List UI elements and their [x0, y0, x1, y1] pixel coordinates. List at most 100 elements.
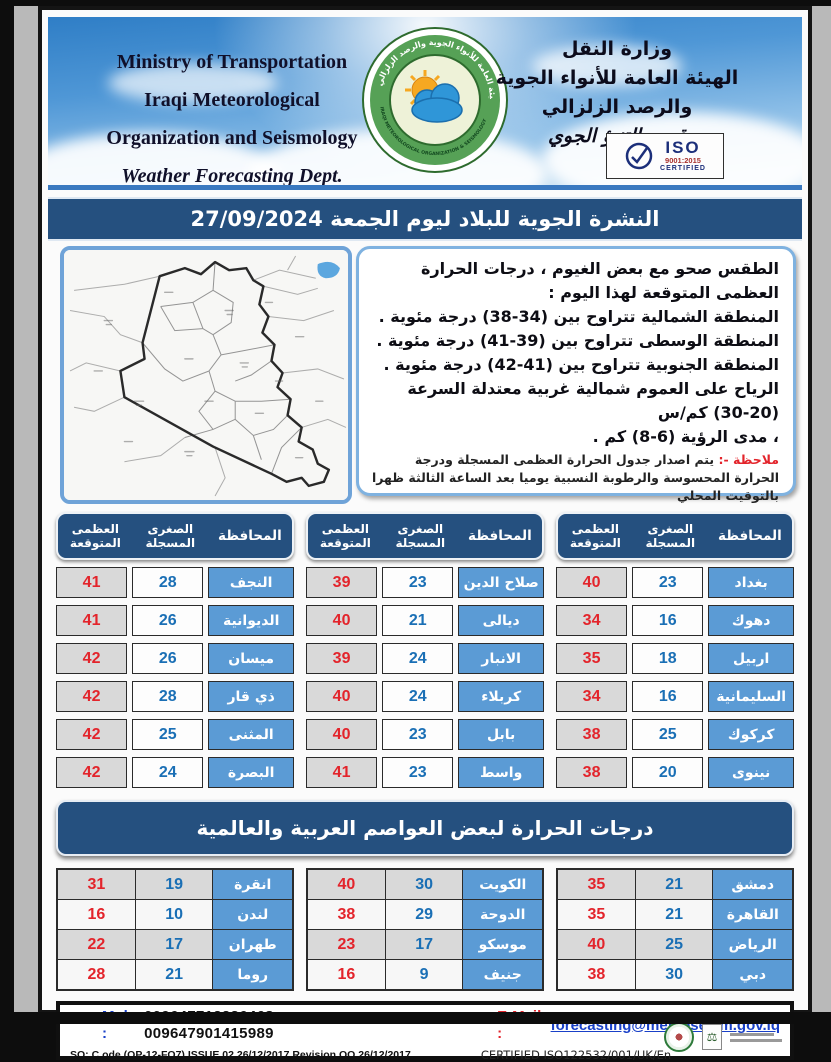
- forecast-section: الطقس صحو مع بعض الغيوم ، درجات الحرارة …: [52, 246, 798, 504]
- iso-standard: 9001:2015: [665, 157, 701, 165]
- capital-name: الكويت: [462, 870, 542, 899]
- max-temp: 41: [56, 567, 127, 598]
- max-temp: 41: [306, 757, 377, 788]
- min-temp: 24: [382, 681, 453, 712]
- governorate-name: المثنى: [208, 719, 294, 750]
- min-temp: 19: [135, 870, 213, 899]
- max-temp: 34: [556, 681, 627, 712]
- bulletin-title: النشرة الجوية للبلاد ليوم الجمعة 27/09/2…: [191, 207, 660, 231]
- min-temp: 21: [135, 960, 213, 989]
- governorate-name: صلاح الدين: [458, 567, 544, 598]
- max-temp: 35: [558, 870, 635, 899]
- min-temp: 20: [632, 757, 703, 788]
- capital-name: القاهرة: [712, 900, 792, 929]
- capital-name: لندن: [212, 900, 292, 929]
- capital-name: دبي: [712, 960, 792, 989]
- governorate-name: واسط: [458, 757, 544, 788]
- forecast-line: المنطقة الشمالية تتراوح بين (34-38) درجة…: [369, 305, 779, 329]
- forecast-line: المنطقة الوسطى تتراوح بين (39-41) درجة م…: [369, 329, 779, 353]
- governorate-name: نينوى: [708, 757, 794, 788]
- max-temp: 35: [556, 643, 627, 674]
- max-temp: 16: [308, 960, 385, 989]
- org-line-2: Organization and Seismology: [72, 119, 392, 157]
- capital-name: موسكو: [462, 930, 542, 959]
- iso-check-icon: [624, 141, 654, 171]
- col-governorate: المحافظة: [208, 528, 292, 544]
- max-temp: 40: [306, 605, 377, 636]
- ministry-line: Ministry of Transportation: [72, 43, 392, 81]
- forecast-text-box: الطقس صحو مع بعض الغيوم ، درجات الحرارة …: [356, 246, 796, 496]
- min-temp: 23: [382, 567, 453, 598]
- max-temp: 38: [308, 900, 385, 929]
- min-temp: 30: [385, 870, 463, 899]
- max-temp: 40: [558, 930, 635, 959]
- min-temp: 16: [632, 605, 703, 636]
- governorate-name: الانبار: [458, 643, 544, 674]
- governorate-name: كربلاء: [458, 681, 544, 712]
- forecast-line: المنطقة الجنوبية تتراوح بين (41-42) درجة…: [369, 353, 779, 377]
- min-temp: 28: [132, 567, 203, 598]
- capitals-title-text: درجات الحرارة لبعض العواصم العربية والعا…: [196, 816, 653, 840]
- min-temp: 10: [135, 900, 213, 929]
- max-temp: 38: [556, 757, 627, 788]
- scan-bottom-edge: [0, 1012, 831, 1024]
- note-label: ملاحظة -:: [718, 452, 779, 467]
- max-temp: 38: [558, 960, 635, 989]
- header-banner: Ministry of Transportation Iraqi Meteoro…: [48, 17, 802, 190]
- min-temp: 30: [635, 960, 713, 989]
- capital-name: الرياض: [712, 930, 792, 959]
- max-temp: 40: [306, 719, 377, 750]
- certified-text: CERTIFIED ISO122532/001/UK/En: [481, 1048, 671, 1062]
- governorate-name: بغداد: [708, 567, 794, 598]
- forecast-line: الطقس صحو مع بعض الغيوم ، درجات الحرارة …: [369, 257, 779, 305]
- min-temp: 21: [635, 900, 713, 929]
- governorate-name: النجف: [208, 567, 294, 598]
- min-temp: 9: [385, 960, 463, 989]
- max-temp: 42: [56, 681, 127, 712]
- min-temp: 17: [135, 930, 213, 959]
- col-governorate: المحافظة: [708, 528, 792, 544]
- dept-line: Weather Forecasting Dept.: [72, 157, 392, 190]
- weather-bulletin-page: Ministry of Transportation Iraqi Meteoro…: [38, 6, 812, 1014]
- forecast-line: ، مدى الرؤية (6-8) كم .: [369, 425, 779, 449]
- capital-name: انقرة: [212, 870, 292, 899]
- capital-name: روما: [212, 960, 292, 989]
- min-temp: 26: [132, 643, 203, 674]
- max-temp: 40: [308, 870, 385, 899]
- governorate-name: بابل: [458, 719, 544, 750]
- min-temp: 29: [385, 900, 463, 929]
- governorate-name: الديوانية: [208, 605, 294, 636]
- iso-certification-badge: ISO 9001:2015 CERTIFIED: [606, 133, 724, 179]
